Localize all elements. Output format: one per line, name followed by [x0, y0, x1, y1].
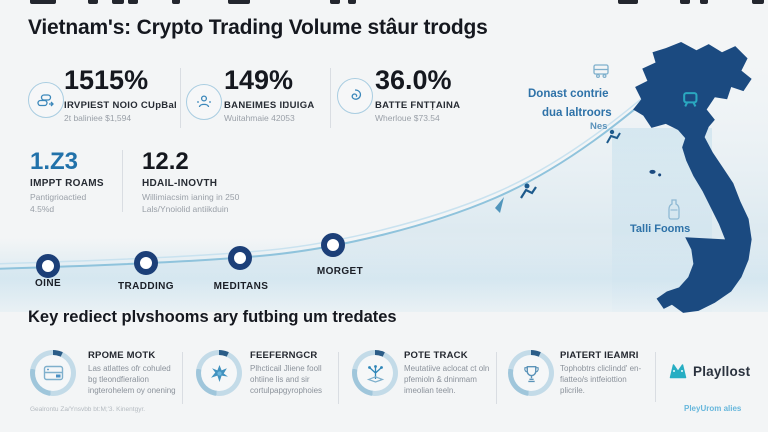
stat-value: 12.2: [142, 148, 189, 175]
stat-subtext: 4.5%d: [30, 204, 55, 214]
divider: [496, 352, 497, 404]
climber-figure: [606, 129, 621, 144]
card-ring-icon: [508, 350, 554, 396]
timeline-node-label: MEDITANS: [213, 281, 269, 292]
brand-logo: Playllost: [668, 362, 750, 380]
swirl-coin-icon: [351, 89, 362, 100]
stat-label: BATTE FNTȚAINA: [375, 100, 461, 111]
card-title: RPOME MOTK: [88, 350, 156, 361]
vehicle-icon: [593, 64, 609, 79]
top-crop-mark: [128, 0, 138, 4]
divider: [122, 150, 123, 212]
timeline-node: [134, 251, 158, 275]
card-ring-icon: [352, 350, 398, 396]
trophy-icon: [523, 365, 539, 382]
stat-subtext: Wuitahmaie 42053: [224, 113, 295, 123]
map-callout-line1: Donast contrie: [528, 88, 609, 100]
card: PIATERT IEAMRI Tophobtrs cliclindd' en-f…: [560, 350, 650, 396]
divider: [655, 352, 656, 402]
wallet-icon: [43, 365, 63, 380]
section-heading: Key rediect plvshooms ary futbing um tre…: [28, 308, 397, 326]
island-dot: [658, 173, 662, 177]
map-teal-marker: [683, 92, 698, 107]
top-crop-mark: [172, 0, 180, 4]
card: POTE TRACK Meutatiive aclocat ct oln pfe…: [404, 350, 492, 396]
brand-m-icon: [669, 364, 687, 379]
top-crop-mark: [228, 0, 250, 4]
timeline-node: [36, 254, 60, 278]
brand-tagline: PleyUrom alies: [684, 404, 742, 413]
stat-icon-circle: [337, 78, 373, 114]
brand-name: Playllost: [693, 363, 751, 379]
top-crop-mark: [348, 0, 356, 4]
coins-arrow-icon: [37, 93, 54, 106]
card-title: FEEFERNGCR: [250, 350, 318, 361]
timeline-node-label: MORGET: [316, 266, 364, 277]
stat-subtext: Pantigrioactied: [30, 192, 87, 202]
stat-subtext: Willimiacsim ianing in 250: [142, 192, 240, 202]
top-crop-mark: [330, 0, 340, 4]
card-body: Plhcticail Jliene fooll ohtiine lis and …: [250, 364, 323, 395]
stat-value: 1515%: [64, 65, 149, 95]
timeline-node-label: OINE: [34, 278, 62, 289]
divider: [180, 68, 181, 128]
stat-icon-circle: [28, 82, 64, 118]
card: RPOME MOTK Las atlattes ofr cohuled bg t…: [88, 350, 180, 396]
top-crop-mark: [752, 0, 764, 4]
stat-label: IMPPT ROAMS: [30, 178, 104, 189]
divider: [330, 68, 331, 128]
card-title: POTE TRACK: [404, 350, 468, 361]
stat-label: BANEIMES IŊUIGA: [224, 100, 315, 111]
burst-icon: [210, 364, 228, 382]
divider: [182, 352, 183, 404]
card-ring-icon: [30, 350, 76, 396]
top-crop-mark: [618, 0, 638, 4]
timeline-node-label: TRADDING: [118, 281, 174, 292]
person-icon: [197, 95, 211, 108]
network-icon: [366, 364, 384, 383]
timeline-node: [321, 233, 345, 257]
top-crop-mark: [30, 0, 56, 4]
stat-label: HDAIL-INOVTH: [142, 178, 218, 189]
card-ring-icon: [196, 350, 242, 396]
map-callout-line3: Nes: [590, 121, 608, 132]
island-dot: [649, 169, 656, 174]
stat-icon-circle: [186, 84, 222, 120]
timeline-node: [228, 246, 252, 270]
stat-subtext: Lals/Ynoiolid antiikduin: [142, 204, 229, 214]
map-south-label: Talli Fooms: [630, 223, 691, 235]
card-title: PIATERT IEAMRI: [560, 350, 639, 361]
stat-value: 36.0%: [375, 65, 452, 95]
arrow-marker: [495, 197, 504, 213]
top-crop-mark: [700, 0, 708, 4]
footer-note: Gealrontu Za/Ynsvbb bt:M;'3. Kinentgyr.: [30, 406, 146, 413]
page-title: Vietnam's: Crypto Trading Volume stâur t…: [28, 16, 488, 39]
card-body: Tophobtrs cliclindd' en-fiatteo/s intfei…: [560, 364, 642, 395]
stat-label: IRVPIEST NOIO CUpBal: [64, 100, 177, 111]
top-crop-mark: [112, 0, 124, 4]
stat-value: 1.Z3: [30, 148, 79, 175]
divider: [338, 352, 339, 404]
top-crop-mark: [88, 0, 98, 4]
stat-subtext: Wherloue $73.54: [375, 113, 440, 123]
card-body: Las atlattes ofr cohuled bg tleondfieral…: [88, 364, 176, 395]
vietnam-map: [633, 42, 752, 313]
climber-figure: [520, 183, 537, 199]
card-body: Meutatiive aclocat ct oln pfemioln & dni…: [404, 364, 490, 395]
map-callout-line2: dua laltroors: [542, 107, 612, 119]
curve-area-fill: [0, 60, 768, 312]
bottle-icon: [668, 199, 680, 220]
stat-subtext: 2t baliniee $1,594: [64, 113, 132, 123]
top-crop-mark: [680, 0, 690, 4]
stat-value: 149%: [224, 65, 294, 95]
card: FEEFERNGCR Plhcticail Jliene fooll ohtii…: [250, 350, 336, 396]
